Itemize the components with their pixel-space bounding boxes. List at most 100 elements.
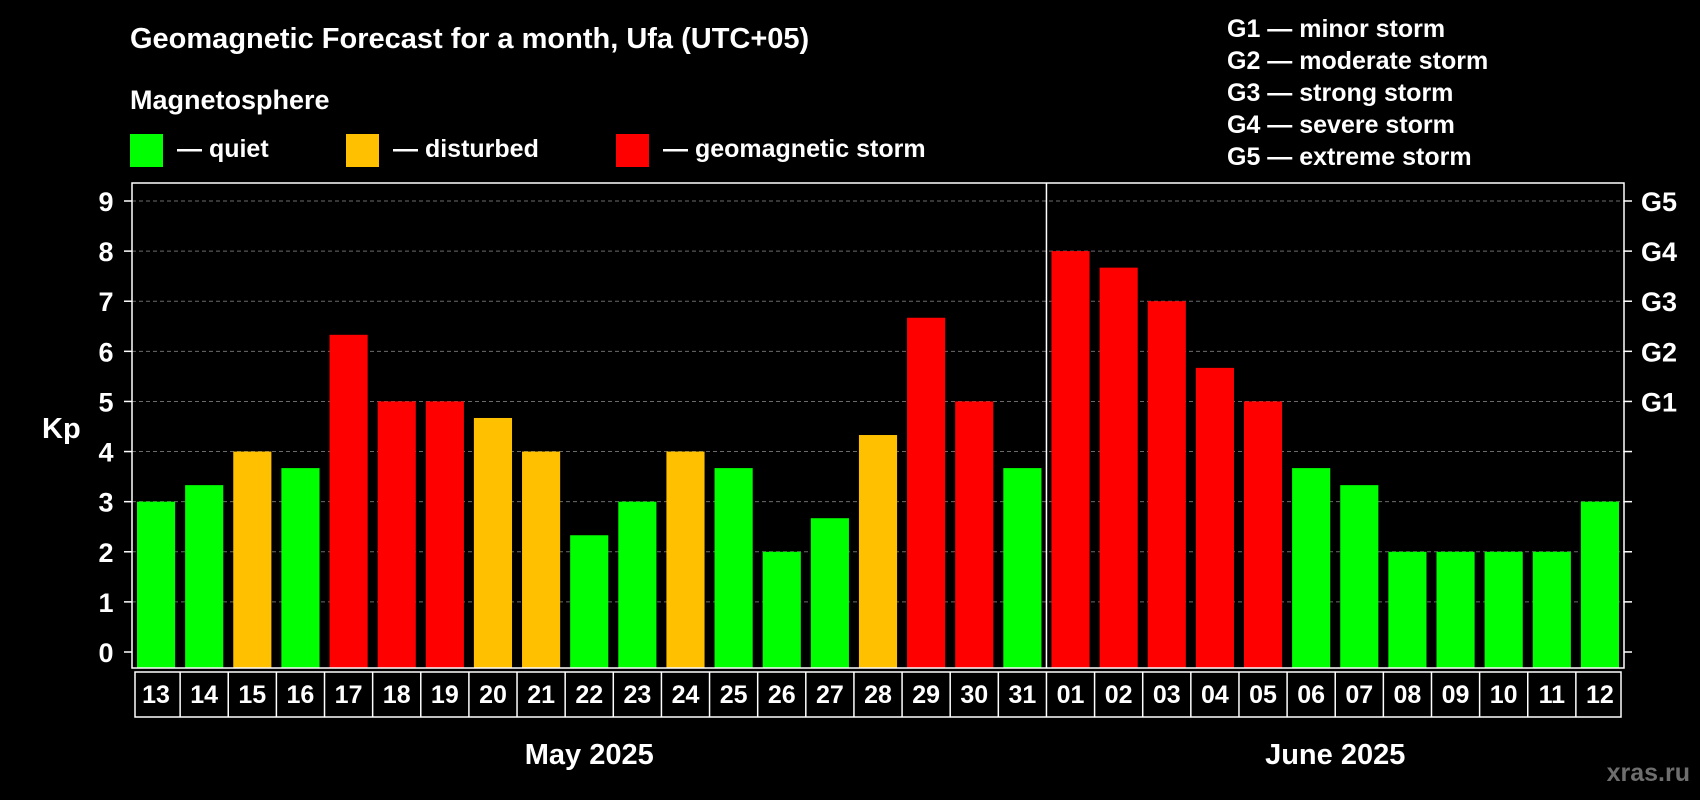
bar-21: [522, 451, 561, 668]
bar-27: [810, 518, 849, 668]
bar-23: [618, 501, 657, 668]
day-label-13: 13: [142, 681, 170, 709]
plot-frame: [131, 182, 1625, 669]
bar-05: [1243, 401, 1283, 668]
legend-label: — geomagnetic storm: [663, 135, 926, 163]
bar-18: [377, 401, 416, 668]
month-label: May 2025: [525, 739, 654, 771]
day-label-25: 25: [720, 681, 748, 709]
bar-31: [1003, 468, 1042, 668]
day-label-14: 14: [190, 681, 218, 709]
legend-swatch: [616, 134, 649, 167]
bar-13: [137, 501, 176, 668]
bar-22: [570, 535, 609, 668]
y-axis-ticks: 0 1 2 3 4 5 6 7 8 9: [98, 187, 132, 668]
day-row-frame: [134, 671, 1622, 718]
storm-scale-item: G5 — extreme storm: [1227, 143, 1472, 171]
day-label-01: 01: [1057, 681, 1085, 709]
bar-06: [1292, 468, 1331, 668]
bar-02: [1099, 267, 1138, 668]
g-level-label: G5: [1641, 187, 1677, 217]
bar-12: [1580, 501, 1619, 668]
bar-19: [425, 401, 464, 668]
month-label: June 2025: [1265, 739, 1405, 771]
g-level-label: G2: [1641, 337, 1677, 367]
day-label-30: 30: [960, 681, 988, 709]
watermark: xras.ru: [1607, 759, 1690, 787]
day-label-28: 28: [864, 681, 892, 709]
y-tick-label: 1: [98, 588, 113, 618]
day-label-06: 06: [1297, 681, 1325, 709]
day-label-22: 22: [575, 681, 603, 709]
chart-title: Geomagnetic Forecast for a month, Ufa (U…: [130, 23, 809, 55]
bar-09: [1436, 551, 1475, 668]
storm-scale-item: G4 — severe storm: [1227, 111, 1455, 139]
y-tick-label: 3: [98, 488, 113, 518]
bar-26: [762, 551, 801, 668]
day-label-11: 11: [1539, 681, 1566, 709]
g-level-label: G4: [1641, 237, 1677, 267]
bar-11: [1532, 551, 1571, 668]
day-label-08: 08: [1394, 681, 1422, 709]
day-label-12: 12: [1586, 681, 1614, 709]
day-label-10: 10: [1490, 681, 1518, 709]
month-label-row: May 2025 June 2025: [525, 739, 1406, 771]
day-label-29: 29: [912, 681, 940, 709]
y-tick-label: 9: [98, 187, 113, 217]
bar-08: [1388, 551, 1427, 668]
storm-scale-item: G1 — minor storm: [1227, 15, 1445, 43]
day-label-row: 13 14 15 16 17 18 19 20 21 22 23 24 25 26 27 28 29 30 31 01…: [134, 671, 1622, 718]
y-tick-label: 2: [98, 538, 113, 568]
day-label-04: 04: [1201, 681, 1229, 709]
day-label-15: 15: [238, 681, 266, 709]
y-tick-label: 7: [98, 287, 113, 317]
y-tick-label: 8: [98, 237, 113, 267]
day-label-03: 03: [1153, 681, 1181, 709]
day-label-05: 05: [1249, 681, 1277, 709]
bar-01: [1051, 251, 1090, 669]
day-label-19: 19: [431, 681, 459, 709]
bar-14: [185, 485, 224, 668]
bar-17: [329, 334, 368, 668]
bar-15: [233, 451, 272, 668]
storm-scale-list: G1 — minor storm G2 — moderate storm G3 — …: [1227, 15, 1488, 171]
legend-label: — disturbed: [393, 135, 539, 163]
g-level-label: G1: [1641, 387, 1677, 417]
day-label-26: 26: [768, 681, 796, 709]
bar-04: [1195, 367, 1234, 668]
legend-swatch: [346, 134, 379, 167]
day-label-23: 23: [623, 681, 651, 709]
g-level-label: G3: [1641, 287, 1677, 317]
legend-swatch: [130, 134, 163, 167]
legend-title: Magnetosphere: [130, 85, 330, 115]
day-label-02: 02: [1105, 681, 1133, 709]
bar-25: [714, 468, 753, 668]
day-label-18: 18: [383, 681, 411, 709]
bar-16: [281, 468, 320, 668]
bar-10: [1484, 551, 1523, 668]
day-label-09: 09: [1442, 681, 1470, 709]
right-axis-ticks: G1 G2 G3 G4 G5: [1624, 187, 1677, 653]
bar-20: [473, 417, 513, 668]
storm-scale-item: G3 — strong storm: [1227, 79, 1453, 107]
bar-03: [1147, 301, 1186, 668]
axes: [131, 182, 1625, 669]
legend-label: — quiet: [177, 135, 269, 163]
day-label-31: 31: [1008, 681, 1036, 709]
day-label-17: 17: [335, 681, 363, 709]
legend: — quiet — disturbed — geomagnetic storm: [130, 134, 926, 167]
bar-29: [907, 317, 946, 668]
day-label-16: 16: [287, 681, 315, 709]
day-label-21: 21: [527, 681, 555, 709]
y-tick-label: 5: [98, 387, 113, 417]
bar-24: [666, 451, 705, 668]
storm-scale-item: G2 — moderate storm: [1227, 47, 1488, 75]
bar-07: [1340, 485, 1379, 668]
bar-28: [858, 435, 898, 668]
day-label-07: 07: [1345, 681, 1373, 709]
day-label-27: 27: [816, 681, 844, 709]
y-tick-label: 6: [98, 337, 113, 367]
day-label-20: 20: [479, 681, 507, 709]
